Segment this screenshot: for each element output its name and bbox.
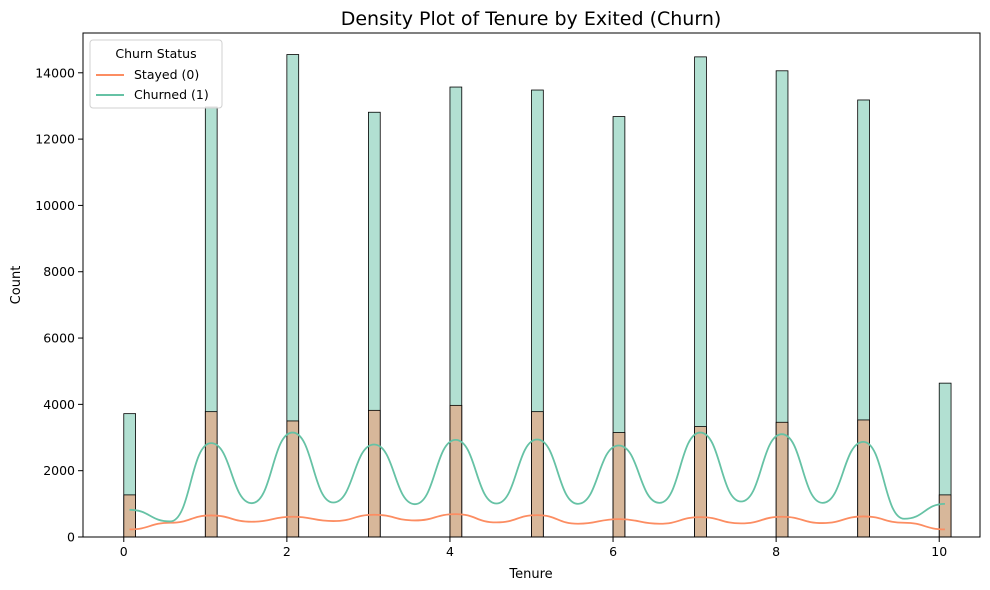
- bar-stayed-2: [286, 420, 300, 538]
- x-tick-label: 8: [772, 544, 780, 559]
- plot-frame: [82, 32, 981, 538]
- bar-stayed-6: [612, 432, 626, 538]
- legend-box: [89, 39, 223, 109]
- kde-layer: [129, 431, 945, 531]
- y-tick-label: 10000: [35, 198, 75, 213]
- x-tick-label: 4: [446, 544, 454, 559]
- y-tick-label: 2000: [43, 463, 75, 478]
- y-tick-label: 12000: [35, 132, 75, 147]
- kde-line-stayed: [129, 513, 945, 531]
- y-tick-label: 0: [67, 530, 75, 545]
- legend-label-stayed: Stayed (0): [134, 67, 199, 82]
- legend-title: Churn Status: [115, 46, 196, 61]
- x-tick-label: 2: [283, 544, 291, 559]
- chart-title: Density Plot of Tenure by Exited (Churn): [341, 8, 722, 30]
- kde-line-churned: [129, 431, 945, 523]
- x-tick-label: 10: [931, 544, 947, 559]
- y-axis: 0 2000 4000 6000 8000 10000 12000 14000: [35, 65, 83, 545]
- x-axis-label: Tenure: [508, 567, 552, 582]
- bars-layer: [123, 54, 952, 538]
- y-tick-label: 4000: [43, 397, 75, 412]
- bar-stayed-10: [938, 494, 952, 538]
- y-tick-label: 14000: [35, 65, 75, 80]
- x-axis: 0 2 4 6 8 10: [120, 537, 947, 559]
- bar-stayed-9: [857, 419, 870, 538]
- bar-stayed-8: [775, 421, 789, 538]
- bar-stayed-5: [531, 411, 544, 538]
- bar-stayed-4: [449, 404, 463, 538]
- y-tick-label: 6000: [43, 331, 75, 346]
- y-tick-label: 8000: [43, 264, 75, 279]
- bar-stayed-1: [204, 411, 218, 538]
- x-tick-label: 0: [120, 544, 128, 559]
- bar-stayed-7: [694, 426, 707, 538]
- bar-stayed-3: [368, 409, 381, 538]
- legend-label-churned: Churned (1): [134, 87, 209, 102]
- y-axis-label: Count: [9, 266, 24, 305]
- legend: Churn Status Stayed (0) Churned (1): [89, 39, 223, 109]
- x-tick-label: 6: [609, 544, 617, 559]
- bar-stayed-0: [123, 494, 136, 538]
